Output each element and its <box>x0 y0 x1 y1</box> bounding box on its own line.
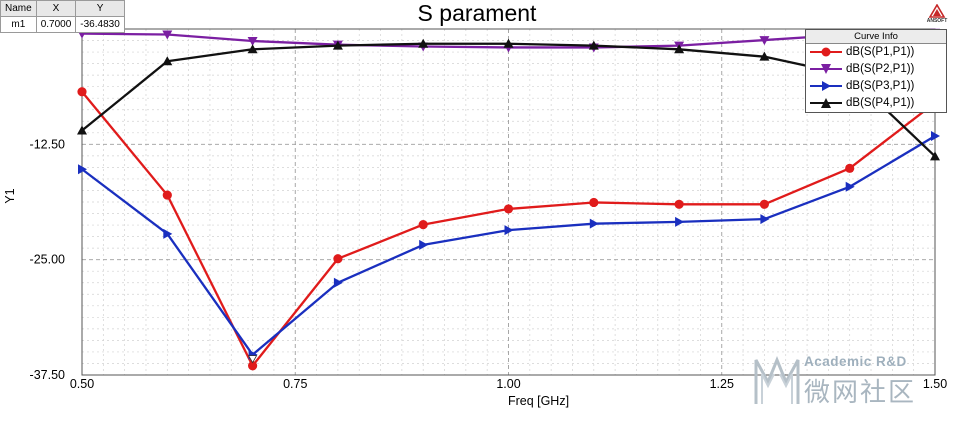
data-point-s2 <box>759 36 770 46</box>
data-point-s3 <box>845 181 855 192</box>
marker-table-header: Name X Y <box>0 0 125 17</box>
data-point-s4 <box>332 40 343 50</box>
legend-entry-1[interactable]: dB(S(P1,P1)) <box>806 44 946 61</box>
legend-entry-4[interactable]: dB(S(P4,P1)) <box>806 95 946 112</box>
legend-swatch-marker <box>822 81 831 91</box>
data-point-s4 <box>588 40 599 50</box>
data-point-s3 <box>589 218 599 229</box>
x-tick-label: 1.25 <box>710 377 734 391</box>
legend-swatch-icon <box>810 81 842 91</box>
ansoft-logo-icon <box>928 3 946 18</box>
data-point-s1 <box>162 190 172 200</box>
legend-swatch-icon <box>810 47 842 57</box>
legend-entry-3[interactable]: dB(S(P3,P1)) <box>806 78 946 95</box>
data-point-s1 <box>674 199 684 209</box>
x-axis-label: Freq [GHz] <box>508 394 569 408</box>
legend-entry-2[interactable]: dB(S(P2,P1)) <box>806 61 946 78</box>
chart-title: S parament <box>418 0 538 26</box>
marker-table: Name X Y m1 0.7000 -36.4830 <box>0 0 125 33</box>
watermark: Academic R&D 微网社区 <box>752 352 942 408</box>
y-axis-label: Y1 <box>3 188 17 203</box>
logo-text: ANSOFT <box>926 18 948 24</box>
curve-info-legend[interactable]: Curve Info dB(S(P1,P1)) dB(S(P2,P1)) dB(S(… <box>805 29 947 113</box>
legend-label: dB(S(P3,P1)) <box>846 80 915 92</box>
ansoft-logo: ANSOFT <box>922 3 952 24</box>
data-point-s1 <box>418 220 428 230</box>
x-tick-label: 1.00 <box>496 377 520 391</box>
data-point-s3 <box>419 239 429 250</box>
data-point-s4 <box>77 125 87 135</box>
marker-header-name: Name <box>0 0 37 17</box>
data-point-s2 <box>162 30 173 40</box>
data-point-s1 <box>77 87 87 97</box>
legend-swatch-marker <box>821 64 831 74</box>
y-tick-label: -12.50 <box>30 137 65 151</box>
data-point-s4 <box>162 56 173 66</box>
legend-label: dB(S(P1,P1)) <box>846 46 915 58</box>
x-tick-label: 0.75 <box>283 377 307 391</box>
legend-swatch-marker <box>821 98 831 108</box>
data-point-s3 <box>78 164 87 175</box>
marker-m1-icon[interactable] <box>247 355 258 364</box>
data-point-s3 <box>931 131 940 142</box>
plot-frame <box>81 28 936 376</box>
legend-swatch-icon <box>810 64 842 74</box>
data-point-s4 <box>759 51 770 61</box>
data-point-s3 <box>760 214 770 225</box>
legend-swatch-icon <box>810 98 842 108</box>
data-point-s3 <box>163 228 173 239</box>
data-point-s3 <box>675 216 685 227</box>
data-point-s1 <box>589 197 599 208</box>
x-tick-label: 0.50 <box>70 377 94 391</box>
marker-y-cell: -36.4830 <box>75 16 125 33</box>
data-point-s2 <box>247 36 258 46</box>
data-point-s4 <box>418 38 429 48</box>
data-point-s1 <box>845 163 855 173</box>
legend-label: dB(S(P4,P1)) <box>846 97 915 109</box>
data-point-s1 <box>248 361 258 371</box>
legend-label: dB(S(P2,P1)) <box>846 63 915 75</box>
data-point-s4 <box>503 38 514 48</box>
data-point-s4 <box>674 44 685 54</box>
marker-name-cell: m1 <box>0 16 37 33</box>
data-point-s1 <box>503 204 514 214</box>
y-tick-label: -25.00 <box>30 253 65 267</box>
data-point-s1 <box>759 199 770 209</box>
data-point-s4 <box>247 44 258 54</box>
watermark-english: Academic R&D <box>804 354 907 369</box>
data-point-s1 <box>333 254 343 264</box>
watermark-chinese: 微网社区 <box>804 378 917 408</box>
x-tick-label: 1.50 <box>923 377 947 391</box>
marker-header-x: X <box>35 0 77 17</box>
marker-header-y: Y <box>75 0 125 17</box>
legend-swatch-marker <box>821 47 831 57</box>
marker-table-row[interactable]: m1 0.7000 -36.4830 <box>0 16 125 33</box>
data-point-s3 <box>333 277 343 288</box>
legend-title: Curve Info <box>806 30 946 44</box>
watermark-logo-icon <box>754 356 800 404</box>
data-point-s3 <box>504 225 514 236</box>
data-point-s4 <box>930 151 940 161</box>
y-tick-label: -37.50 <box>30 368 65 382</box>
marker-x-cell: 0.7000 <box>35 16 77 33</box>
